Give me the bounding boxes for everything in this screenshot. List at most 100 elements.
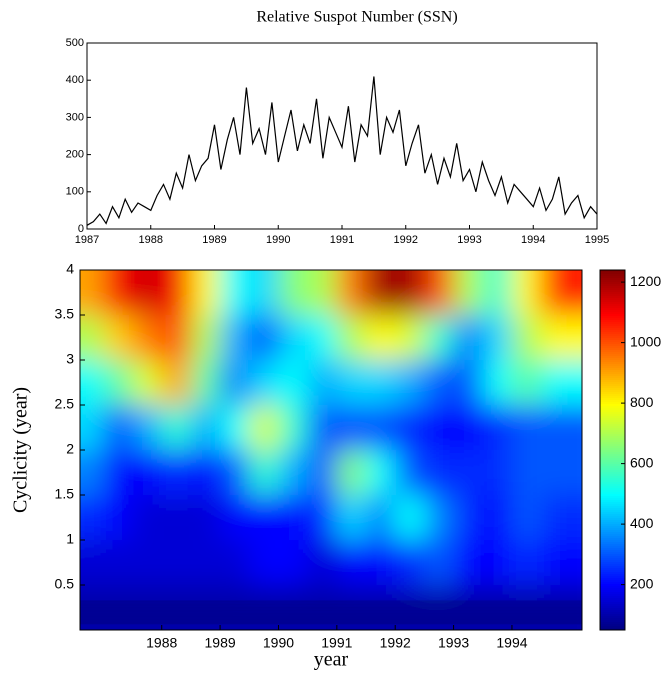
heat-cell bbox=[336, 360, 367, 406]
heat-cell bbox=[278, 360, 309, 406]
colorbar-swatch bbox=[600, 562, 625, 565]
heat-cell bbox=[482, 585, 513, 630]
heat-cell bbox=[424, 315, 455, 361]
y-tick-label: 3 bbox=[66, 351, 74, 367]
colorbar-swatch bbox=[600, 504, 625, 507]
colorbar-swatch bbox=[600, 500, 625, 503]
colorbar-swatch bbox=[600, 362, 625, 365]
colorbar-swatch bbox=[600, 622, 625, 625]
colorbar-swatch bbox=[600, 574, 625, 577]
colorbar-swatch bbox=[600, 378, 625, 381]
colorbar-swatch bbox=[600, 306, 625, 309]
colorbar-swatch bbox=[600, 382, 625, 385]
colorbar-swatch bbox=[600, 282, 625, 285]
colorbar-swatch bbox=[600, 580, 625, 583]
heat-cell bbox=[541, 540, 582, 586]
y-tick-label: 0 bbox=[78, 223, 84, 235]
colorbar-swatch bbox=[600, 310, 625, 313]
colorbar-swatch bbox=[600, 594, 625, 597]
colorbar-swatch bbox=[600, 404, 625, 407]
heat-cell bbox=[336, 450, 367, 496]
colorbar-swatch bbox=[600, 394, 625, 397]
heat-cell bbox=[307, 585, 338, 630]
heat-cell bbox=[366, 540, 396, 586]
heat-cell bbox=[511, 540, 542, 586]
colorbar-swatch bbox=[600, 588, 625, 591]
colorbar-swatch bbox=[600, 608, 625, 611]
heat-cell bbox=[132, 270, 163, 316]
x-tick-label: 1994 bbox=[521, 234, 545, 246]
colorbar-swatch bbox=[600, 568, 625, 571]
colorbar-swatch bbox=[600, 272, 625, 275]
heat-cell bbox=[366, 360, 396, 406]
colorbar-swatch bbox=[600, 600, 625, 603]
colorbar-swatch bbox=[600, 540, 625, 543]
colorbar-swatch bbox=[600, 472, 625, 475]
heat-cell bbox=[249, 450, 279, 496]
y-tick-label: 300 bbox=[66, 111, 84, 123]
colorbar-swatch bbox=[600, 444, 625, 447]
heat-cell bbox=[511, 450, 542, 496]
heat-cell bbox=[366, 405, 396, 451]
y-tick-label: 4 bbox=[66, 261, 74, 277]
colorbar-swatch bbox=[600, 462, 625, 465]
colorbar-swatch bbox=[600, 506, 625, 509]
colorbar-swatch bbox=[600, 314, 625, 317]
colorbar-swatch bbox=[600, 302, 625, 305]
heat-cell bbox=[249, 270, 279, 316]
y-tick-label: 1 bbox=[66, 531, 74, 547]
colorbar-swatch bbox=[600, 486, 625, 489]
x-tick-label: 1991 bbox=[321, 635, 352, 651]
y-tick-label: 500 bbox=[66, 37, 84, 49]
heat-cell bbox=[103, 270, 134, 316]
colorbar-swatch bbox=[600, 408, 625, 411]
colorbar-swatch bbox=[600, 318, 625, 321]
colorbar-swatch bbox=[600, 334, 625, 337]
heat-cell bbox=[80, 405, 104, 451]
colorbar-swatch bbox=[600, 494, 625, 497]
heat-cell bbox=[161, 450, 192, 496]
colorbar-swatch bbox=[600, 530, 625, 533]
heat-cell bbox=[336, 495, 367, 541]
heat-cell bbox=[220, 360, 250, 406]
colorbar-swatch bbox=[600, 360, 625, 363]
heat-cell bbox=[541, 495, 582, 541]
heat-cell bbox=[132, 315, 163, 361]
y-tick-label: 0.5 bbox=[55, 576, 75, 592]
colorbar-swatch bbox=[600, 618, 625, 621]
heat-cell bbox=[103, 405, 134, 451]
colorbar-swatch bbox=[600, 514, 625, 517]
colorbar-swatch bbox=[600, 402, 625, 405]
colorbar-swatch bbox=[600, 484, 625, 487]
heat-cell bbox=[103, 360, 134, 406]
heat-cell bbox=[190, 405, 221, 451]
heat-cell bbox=[482, 540, 513, 586]
colorbar-swatch bbox=[600, 450, 625, 453]
colorbar-swatch bbox=[600, 346, 625, 349]
colorbar-swatch bbox=[600, 576, 625, 579]
colorbar-swatch bbox=[600, 554, 625, 557]
heat-cell bbox=[80, 540, 104, 586]
colorbar-swatch bbox=[600, 538, 625, 541]
heat-cell bbox=[103, 540, 134, 586]
colorbar-swatch bbox=[600, 464, 625, 467]
heat-cell bbox=[482, 405, 513, 451]
colorbar-swatch bbox=[600, 320, 625, 323]
colorbar-swatch bbox=[600, 490, 625, 493]
heat-cell bbox=[541, 405, 582, 451]
heat-cell bbox=[249, 495, 279, 541]
heat-cell bbox=[190, 495, 221, 541]
colorbar-swatch bbox=[600, 304, 625, 307]
colorbar-swatch bbox=[600, 412, 625, 415]
heat-cell bbox=[511, 495, 542, 541]
heat-cell bbox=[453, 360, 484, 406]
heat-cell bbox=[336, 270, 367, 316]
colorbar-swatch bbox=[600, 550, 625, 553]
heat-cell bbox=[80, 270, 104, 316]
heat-cell bbox=[511, 360, 542, 406]
colorbar-swatch bbox=[600, 292, 625, 295]
heat-cell bbox=[395, 360, 425, 406]
colorbar-swatch bbox=[600, 470, 625, 473]
heat-cell bbox=[220, 495, 250, 541]
colorbar-swatch bbox=[600, 458, 625, 461]
